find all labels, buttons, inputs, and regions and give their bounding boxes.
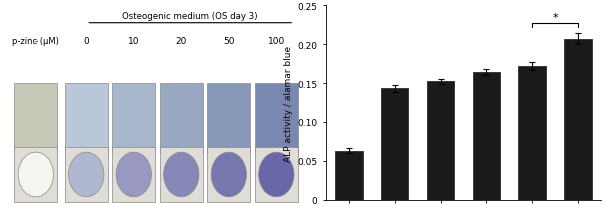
FancyBboxPatch shape [112,147,155,202]
Ellipse shape [69,152,104,197]
Text: -: - [34,36,38,46]
Y-axis label: ALP activity / alamar blue: ALP activity / alamar blue [284,45,293,161]
FancyBboxPatch shape [112,84,155,153]
Bar [427,82,454,200]
FancyBboxPatch shape [160,84,203,153]
Text: 0: 0 [83,36,89,46]
Ellipse shape [164,152,199,197]
Bar [518,67,546,200]
FancyBboxPatch shape [255,147,298,202]
Text: 100: 100 [268,36,285,46]
FancyBboxPatch shape [255,84,298,153]
Ellipse shape [259,152,294,197]
FancyBboxPatch shape [207,147,250,202]
Text: 50: 50 [223,36,234,46]
FancyBboxPatch shape [14,147,57,202]
FancyBboxPatch shape [65,147,108,202]
Ellipse shape [116,152,151,197]
Bar [473,73,500,200]
Text: 10: 10 [128,36,140,46]
FancyBboxPatch shape [160,147,203,202]
Text: *: * [552,13,558,23]
Bar [565,40,592,200]
FancyBboxPatch shape [207,84,250,153]
FancyBboxPatch shape [14,84,57,153]
Bar [335,151,362,200]
Bar [381,89,409,200]
Text: 20: 20 [175,36,187,46]
Ellipse shape [211,152,246,197]
Text: p-zinc (μM): p-zinc (μM) [12,36,59,46]
FancyBboxPatch shape [65,84,108,153]
Ellipse shape [18,152,53,197]
Text: Osteogenic medium (OS day 3): Osteogenic medium (OS day 3) [123,12,258,21]
